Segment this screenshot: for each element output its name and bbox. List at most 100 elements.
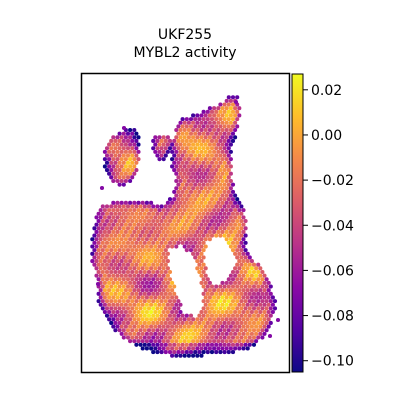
spot [167, 233, 173, 238]
spot [123, 273, 128, 278]
spot [111, 237, 116, 242]
spot [165, 309, 170, 315]
spot [209, 342, 215, 347]
spot [205, 146, 210, 151]
spot [167, 218, 173, 224]
spot [107, 317, 112, 322]
spot [220, 302, 225, 307]
spot [117, 146, 122, 151]
spot [121, 168, 126, 173]
spot [245, 259, 250, 264]
spot [180, 328, 185, 333]
spot [226, 291, 231, 296]
spot [161, 273, 166, 278]
spot [203, 302, 208, 307]
spot [222, 146, 227, 151]
plot-frame [80, 72, 291, 374]
spot [220, 331, 225, 336]
spot [216, 193, 221, 198]
spot [157, 259, 162, 264]
spot [144, 266, 149, 271]
spot [191, 142, 196, 147]
spot [123, 331, 128, 336]
spot [111, 273, 116, 278]
spot [251, 320, 257, 326]
spot [214, 117, 219, 122]
spot [128, 157, 133, 162]
spot [195, 120, 200, 125]
spot [128, 142, 133, 147]
spot [205, 342, 210, 347]
spot [123, 215, 128, 220]
spot [172, 328, 177, 333]
spot [182, 215, 187, 220]
spot [115, 208, 120, 213]
spot [184, 342, 189, 347]
spot [188, 131, 194, 136]
spot [125, 248, 131, 253]
spot [130, 262, 135, 267]
spot [254, 288, 259, 293]
spot [224, 288, 229, 293]
spot [205, 109, 210, 114]
spot [237, 244, 242, 249]
spot [228, 127, 233, 133]
spot [121, 328, 126, 333]
spot [197, 168, 202, 173]
spot [113, 204, 118, 209]
spot [195, 127, 200, 133]
spot [119, 259, 124, 264]
spot [125, 291, 131, 296]
spot [163, 262, 168, 267]
spot [214, 299, 219, 304]
spot [170, 237, 175, 242]
spot [214, 291, 219, 296]
spot [216, 127, 221, 133]
spot [92, 255, 97, 260]
spot [251, 291, 257, 296]
spot [130, 168, 135, 173]
spot [254, 273, 259, 278]
spot [226, 342, 231, 347]
spot [163, 138, 168, 144]
spot [191, 149, 196, 154]
spot [121, 255, 126, 260]
spot [199, 229, 204, 235]
spot [191, 157, 196, 162]
spot [107, 288, 112, 293]
spot [233, 273, 238, 278]
spot [155, 240, 160, 245]
spot [96, 299, 101, 304]
spot [212, 295, 217, 300]
spot [102, 273, 107, 278]
spot [136, 324, 141, 329]
spot [144, 324, 149, 329]
spot [205, 117, 210, 122]
spot [151, 299, 156, 304]
spot [201, 320, 206, 326]
spot [111, 229, 116, 235]
spot [174, 200, 179, 205]
spot [203, 288, 208, 293]
spot [237, 309, 242, 315]
spot [203, 331, 208, 336]
spot [260, 306, 265, 311]
spot [220, 178, 225, 184]
spot [249, 309, 254, 315]
spot [237, 346, 242, 351]
spot [172, 335, 177, 340]
spot [193, 248, 198, 253]
spot [161, 237, 166, 242]
spot [212, 127, 217, 133]
spot [119, 164, 124, 169]
spot [153, 244, 158, 249]
spot [142, 204, 147, 209]
spot [216, 331, 221, 336]
spot [111, 200, 116, 205]
spot [222, 291, 227, 296]
spot [191, 178, 196, 184]
spot [163, 218, 168, 224]
spot [170, 222, 175, 227]
spot [233, 280, 238, 285]
colorbar-tick-label: 0.00 [311, 128, 342, 144]
